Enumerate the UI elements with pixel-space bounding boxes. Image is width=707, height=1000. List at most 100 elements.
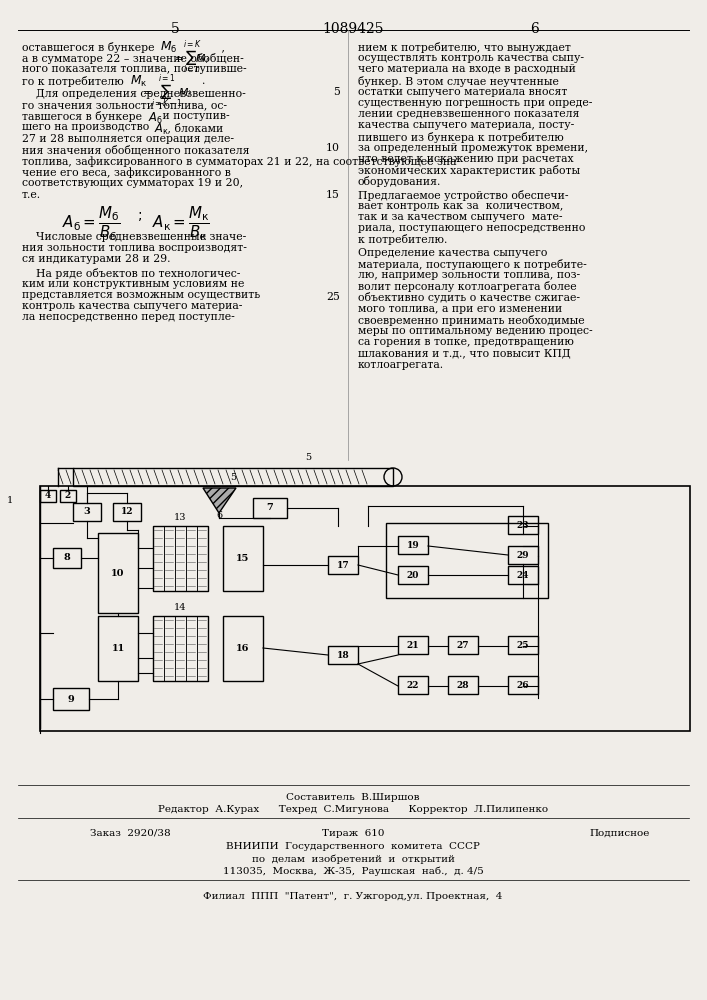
Text: пившего из бункера к потребителю: пившего из бункера к потребителю	[358, 132, 563, 143]
Text: экономических характеристик работы: экономических характеристик работы	[358, 165, 580, 176]
Bar	[508, 676, 538, 694]
Text: 25: 25	[517, 641, 530, 650]
Text: и поступив-: и поступив-	[159, 111, 230, 121]
Text: качества сыпучего материала, посту-: качества сыпучего материала, посту-	[358, 120, 574, 130]
Bar	[223, 526, 263, 591]
Text: 20: 20	[407, 570, 419, 580]
Text: $M_\text{б}$: $M_\text{б}$	[160, 40, 177, 55]
Text: 8: 8	[64, 554, 71, 562]
Bar	[73, 503, 101, 521]
Polygon shape	[203, 488, 236, 513]
Text: по  делам  изобретений  и  открытий: по делам изобретений и открытий	[252, 854, 455, 863]
Bar	[386, 523, 548, 598]
Text: чение его веса, зафиксированного в: чение его веса, зафиксированного в	[22, 167, 231, 178]
Text: шлакования и т.д., что повысит КПД: шлакования и т.д., что повысит КПД	[358, 348, 571, 358]
Text: оборудования.: оборудования.	[358, 176, 441, 187]
Bar	[153, 616, 164, 681]
Bar	[98, 616, 138, 681]
Text: 6: 6	[531, 22, 539, 36]
Text: 23: 23	[517, 520, 530, 530]
Text: Предлагаемое устройство обеспечи-: Предлагаемое устройство обеспечи-	[358, 190, 568, 201]
Text: 24: 24	[517, 570, 530, 580]
Text: за определенный промежуток времени,: за определенный промежуток времени,	[358, 143, 588, 153]
Text: , блоками: , блоками	[164, 122, 223, 133]
Bar	[223, 616, 263, 681]
Bar	[73, 468, 393, 486]
Bar	[53, 688, 89, 710]
Text: 27: 27	[457, 641, 469, 650]
Text: ного показателя топлива, поступивше-: ного показателя топлива, поступивше-	[22, 64, 247, 74]
Bar	[508, 546, 538, 564]
Bar	[175, 616, 186, 681]
Text: $A_\text{б}$: $A_\text{б}$	[148, 111, 163, 126]
Text: 9: 9	[68, 694, 74, 704]
Text: Редактор  А.Курах      Техред  С.Мигунова      Корректор  Л.Пилипенко: Редактор А.Курах Техред С.Мигунова Корре…	[158, 805, 548, 814]
Bar	[448, 636, 478, 654]
Bar	[398, 636, 428, 654]
Text: 21: 21	[407, 641, 419, 650]
Text: $A_\text{б} = \dfrac{M_\text{б}}{B_\text{б}}$: $A_\text{б} = \dfrac{M_\text{б}}{B_\text…	[62, 205, 120, 243]
Text: волит персоналу котлоагрегата более: волит персоналу котлоагрегата более	[358, 281, 577, 292]
Bar	[113, 503, 141, 521]
Text: 3: 3	[83, 508, 90, 516]
Bar	[508, 516, 538, 534]
Text: $A_\text{к} = \dfrac{M_\text{к}}{B_\text{к}}$: $A_\text{к} = \dfrac{M_\text{к}}{B_\text…	[152, 205, 210, 243]
Text: представляется возможным осуществить: представляется возможным осуществить	[22, 290, 260, 300]
Text: меры по оптимальному ведению процес-: меры по оптимальному ведению процес-	[358, 326, 592, 336]
Text: 2: 2	[65, 491, 71, 500]
Text: соответствующих сумматорах 19 и 20,: соответствующих сумматорах 19 и 20,	[22, 178, 243, 188]
Text: 16: 16	[236, 644, 250, 653]
Text: го значения зольности топлива, ос-: го значения зольности топлива, ос-	[22, 100, 227, 110]
Text: материала, поступающего к потребите-: материала, поступающего к потребите-	[358, 259, 587, 270]
Text: 17: 17	[337, 560, 349, 570]
Text: 1089425: 1089425	[322, 22, 384, 36]
Bar	[164, 526, 175, 591]
Text: ким или конструктивным условиям не: ким или конструктивным условиям не	[22, 279, 245, 289]
Text: Числовые средневзвешенные значе-: Числовые средневзвешенные значе-	[36, 232, 246, 242]
Bar	[153, 616, 208, 681]
Text: $=\!\!\sum_{\,i=n}^{\,i=K}\!\!M_i$: $=\!\!\sum_{\,i=n}^{\,i=K}\!\!M_i$	[172, 40, 209, 77]
Text: 15: 15	[236, 554, 250, 563]
Text: т.е.: т.е.	[22, 190, 41, 200]
Text: объективно судить о качестве сжигае-: объективно судить о качестве сжигае-	[358, 292, 580, 303]
Text: $M_\text{к}$: $M_\text{к}$	[130, 74, 148, 89]
Text: 7: 7	[267, 504, 274, 512]
Bar	[197, 526, 208, 591]
Text: 11: 11	[112, 644, 124, 653]
Text: 5: 5	[305, 453, 311, 462]
Bar	[175, 526, 186, 591]
Text: а в сумматоре 22 – значение обобщен-: а в сумматоре 22 – значение обобщен-	[22, 53, 244, 64]
Text: вает контроль как за  количеством,: вает контроль как за количеством,	[358, 201, 563, 211]
Text: тавшегося в бункере: тавшегося в бункере	[22, 111, 146, 122]
Text: 14: 14	[174, 603, 186, 612]
Bar	[60, 490, 76, 502]
Text: 22: 22	[407, 680, 419, 690]
Text: лю, например зольности топлива, поз-: лю, например зольности топлива, поз-	[358, 270, 580, 280]
Text: нием к потребителю, что вынуждает: нием к потребителю, что вынуждает	[358, 42, 571, 53]
Text: $A_\text{к}$: $A_\text{к}$	[154, 122, 169, 137]
Bar	[398, 566, 428, 584]
Text: 26: 26	[517, 680, 530, 690]
Bar	[153, 526, 164, 591]
Text: 6: 6	[216, 511, 222, 520]
Bar	[398, 676, 428, 694]
Bar	[197, 616, 208, 681]
Text: 113035,  Москва,  Ж-35,  Раушская  наб.,  д. 4/5: 113035, Москва, Ж-35, Раушская наб., д. …	[223, 866, 484, 876]
Text: бункер. В этом случае неучтенные: бункер. В этом случае неучтенные	[358, 76, 559, 87]
Text: 13: 13	[174, 513, 186, 522]
Text: контроль качества сыпучего материа-: контроль качества сыпучего материа-	[22, 301, 243, 311]
Text: ся индикатурами 28 и 29.: ся индикатурами 28 и 29.	[22, 254, 170, 264]
Text: топлива, зафиксированного в сумматорах 21 и 22, на соответствующее зна-: топлива, зафиксированного в сумматорах 2…	[22, 156, 460, 167]
Text: ,: ,	[218, 42, 225, 52]
Text: 18: 18	[337, 650, 349, 660]
Bar	[508, 636, 538, 654]
Text: так и за качеством сыпучего  мате-: так и за качеством сыпучего мате-	[358, 212, 563, 222]
Text: существенную погрешность при опреде-: существенную погрешность при опреде-	[358, 98, 592, 108]
Bar	[98, 533, 138, 613]
Bar	[53, 548, 81, 568]
Bar	[328, 646, 358, 664]
Bar	[253, 498, 287, 518]
Text: 15: 15	[326, 190, 340, 200]
Text: 5: 5	[333, 87, 340, 97]
Text: 12: 12	[121, 508, 134, 516]
